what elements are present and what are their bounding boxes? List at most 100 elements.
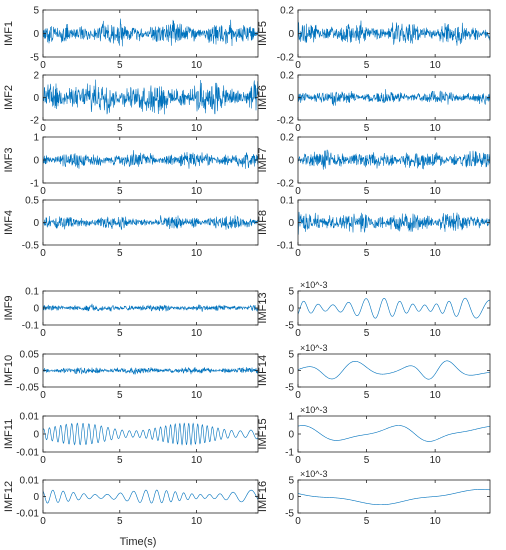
series-line-imf4: [43, 215, 258, 231]
x-tick-label: 10: [191, 248, 203, 259]
x-tick-label: 10: [191, 516, 203, 527]
axes-box: [297, 479, 491, 514]
y-tick-label: 5: [288, 350, 294, 361]
y-tick-label: 1: [288, 412, 294, 423]
series-line-imf9: [43, 303, 258, 312]
y-tick-label: 5: [33, 6, 39, 17]
y-axis-label: IMF14: [257, 355, 269, 386]
y-tick-label: 0: [288, 218, 294, 229]
x-tick-label: 5: [364, 248, 370, 259]
y-tick-label: 0.2: [280, 133, 294, 144]
y-tick-label: 0: [33, 93, 39, 104]
exponent-label: ×10^-3: [300, 469, 328, 479]
x-tick-label: 10: [430, 60, 442, 71]
x-tick-label: 0: [295, 248, 301, 259]
x-tick-label: 0: [295, 390, 301, 401]
x-tick-label: 0: [40, 248, 46, 259]
y-tick-label: 0.2: [280, 6, 294, 17]
y-tick-label: 0: [33, 366, 39, 377]
y-tick-label: -1: [30, 179, 39, 190]
x-tick-label: 5: [117, 123, 123, 134]
y-axis-label: IMF6: [257, 85, 269, 110]
y-tick-label: 0.2: [280, 71, 294, 82]
series-line-imf3: [43, 150, 258, 169]
y-axis-label: IMF8: [257, 210, 269, 235]
y-axis-label: IMF3: [3, 147, 15, 172]
x-tick-label: 10: [430, 186, 442, 197]
y-axis-label: IMF7: [257, 147, 269, 172]
x-tick-label: 0: [40, 60, 46, 71]
x-tick-label: 10: [430, 390, 442, 401]
y-tick-label: 0: [288, 29, 294, 40]
exponent-label: ×10^-3: [300, 405, 328, 415]
y-tick-label: 0: [33, 29, 39, 40]
x-tick-label: 0: [295, 186, 301, 197]
x-tick-label: 5: [117, 455, 123, 466]
y-tick-label: -0.01: [16, 509, 39, 520]
y-tick-label: -2: [30, 116, 39, 127]
y-tick-label: 1: [33, 133, 39, 144]
x-tick-label: 0: [295, 516, 301, 527]
axes-box: [297, 415, 491, 453]
x-axis-label: Time(s): [120, 536, 157, 548]
series-line-imf7: [298, 149, 490, 170]
exponent-label: ×10^-3: [300, 343, 328, 353]
y-tick-label: 0: [288, 304, 294, 315]
y-tick-label: 0.01: [20, 476, 40, 487]
y-tick-label: 0: [33, 304, 39, 315]
y-tick-label: -0.2: [277, 53, 295, 64]
y-tick-label: 0: [288, 492, 294, 503]
x-tick-label: 10: [430, 455, 442, 466]
y-axis-label: IMF10: [3, 355, 15, 386]
y-axis-label: IMF12: [3, 481, 15, 512]
y-tick-label: -0.5: [22, 241, 40, 252]
x-tick-label: 5: [117, 60, 123, 71]
x-tick-label: 10: [430, 248, 442, 259]
y-tick-label: -0.1: [22, 321, 40, 332]
x-tick-label: 5: [117, 516, 123, 527]
y-tick-label: -5: [30, 53, 39, 64]
x-tick-label: 5: [117, 328, 123, 339]
x-tick-label: 0: [40, 123, 46, 134]
series-line-imf13: [298, 297, 490, 319]
x-tick-label: 10: [191, 123, 203, 134]
axes-box: [297, 353, 491, 388]
y-axis-label: IMF9: [3, 295, 15, 320]
y-tick-label: 0.05: [20, 350, 40, 361]
y-tick-label: 0.5: [25, 196, 39, 207]
series-line-imf2: [43, 79, 258, 115]
y-tick-label: 0: [33, 492, 39, 503]
y-axis-label: IMF13: [257, 292, 269, 323]
x-tick-label: 5: [364, 390, 370, 401]
y-axis-label: IMF5: [257, 21, 269, 46]
x-tick-label: 10: [430, 328, 442, 339]
series-line-imf8: [298, 211, 490, 235]
x-tick-label: 0: [40, 390, 46, 401]
x-tick-label: 0: [295, 60, 301, 71]
y-tick-label: 0: [33, 218, 39, 229]
series-line-imf1: [43, 18, 258, 47]
axes-box: [42, 479, 259, 514]
series-line-imf16: [298, 489, 490, 506]
x-tick-label: 0: [40, 328, 46, 339]
x-tick-label: 0: [295, 123, 301, 134]
y-axis-label: IMF1: [3, 21, 15, 46]
y-tick-label: 0: [288, 156, 294, 167]
x-tick-label: 10: [430, 123, 442, 134]
x-tick-label: 0: [295, 455, 301, 466]
y-tick-label: 5: [288, 287, 294, 298]
y-tick-label: 0.1: [280, 196, 294, 207]
